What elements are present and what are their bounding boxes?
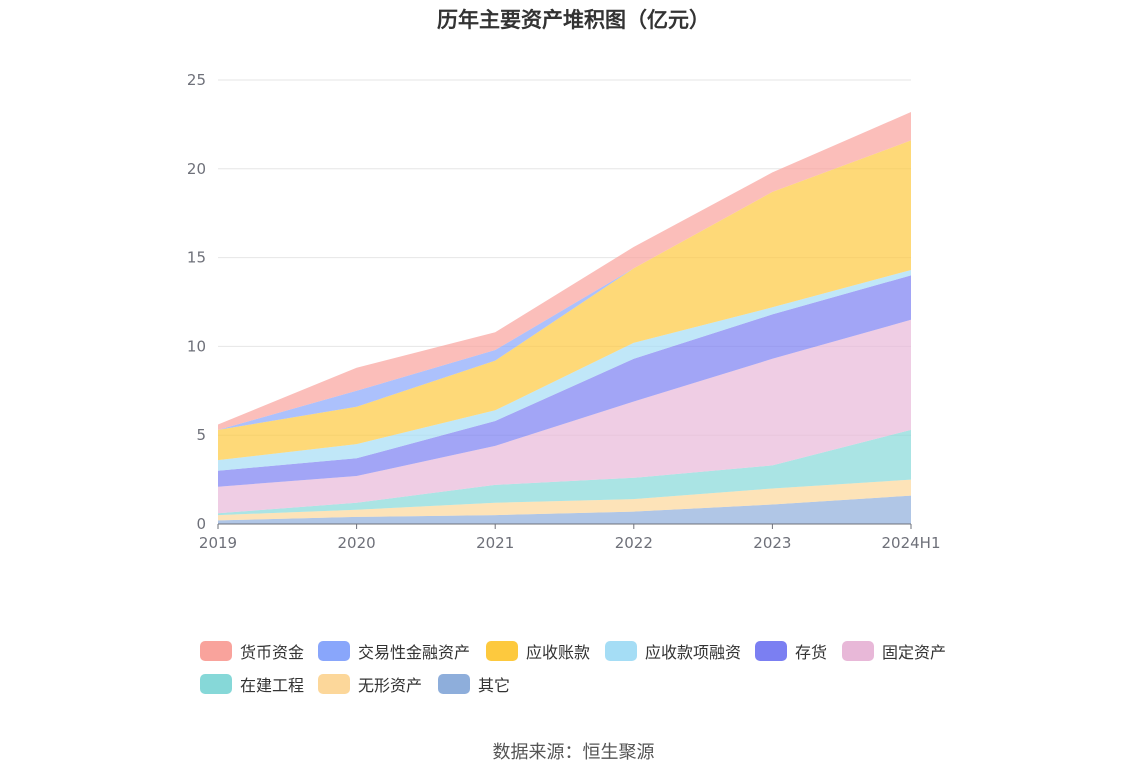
legend-item[interactable]: 存货 bbox=[755, 636, 827, 666]
y-tick-label: 5 bbox=[196, 426, 206, 444]
legend-swatch bbox=[438, 674, 470, 694]
x-tick-label: 2019 bbox=[199, 534, 237, 552]
legend-item[interactable]: 无形资产 bbox=[318, 669, 422, 699]
legend-label: 在建工程 bbox=[240, 676, 305, 695]
axis-layer: 0 5 10 15 20 25 2019 2020 2021 2022 2023 2024H1 bbox=[187, 71, 941, 552]
legend-swatch bbox=[318, 674, 350, 694]
legend-item[interactable]: 应收款项融资 bbox=[605, 636, 741, 666]
legend-label: 固定资产 bbox=[882, 643, 947, 662]
y-tick-label: 25 bbox=[187, 71, 206, 89]
x-tick-label: 2023 bbox=[753, 534, 791, 552]
legend-swatch bbox=[318, 641, 350, 661]
x-tick-label: 2021 bbox=[476, 534, 514, 552]
legend-label: 交易性金融资产 bbox=[358, 643, 471, 662]
legend-label: 应收账款 bbox=[526, 643, 591, 662]
area-layer bbox=[218, 112, 911, 524]
area-series bbox=[218, 495, 911, 524]
y-tick-label: 20 bbox=[187, 160, 206, 178]
legend-item[interactable]: 固定资产 bbox=[842, 636, 946, 666]
area-series bbox=[218, 275, 911, 487]
x-tick-label: 2020 bbox=[338, 534, 376, 552]
area-series bbox=[218, 140, 911, 461]
legend-item[interactable]: 其它 bbox=[438, 669, 510, 699]
area-series bbox=[218, 429, 911, 516]
legend-item[interactable]: 在建工程 bbox=[200, 669, 304, 699]
y-tick-label: 15 bbox=[187, 249, 206, 267]
legend-item[interactable]: 货币资金 bbox=[200, 636, 304, 666]
y-tick-label: 0 bbox=[196, 515, 206, 533]
legend-swatch bbox=[486, 641, 518, 661]
source-note: 数据来源：恒生聚源 bbox=[492, 742, 655, 763]
legend-swatch bbox=[200, 674, 232, 694]
legend-swatch bbox=[842, 641, 874, 661]
legend-label: 其它 bbox=[478, 676, 511, 695]
legend-swatch bbox=[755, 641, 787, 661]
area-series bbox=[218, 112, 911, 430]
legend-label: 无形资产 bbox=[358, 676, 423, 695]
legend-label: 存货 bbox=[795, 643, 828, 662]
area-series bbox=[218, 479, 911, 521]
x-tick-label: 2022 bbox=[615, 534, 653, 552]
chart-title: 历年主要资产堆积图（亿元） bbox=[437, 8, 710, 32]
legend-swatch bbox=[605, 641, 637, 661]
y-tick-label: 10 bbox=[187, 337, 206, 355]
area-series bbox=[218, 319, 911, 514]
legend-item[interactable]: 交易性金融资产 bbox=[318, 636, 470, 666]
area-series bbox=[218, 270, 911, 471]
legend-item[interactable]: 应收账款 bbox=[486, 636, 590, 666]
stacked-area-chart: 0 5 10 15 20 25 2019 2020 2021 2022 2023 2024H1 bbox=[187, 71, 941, 552]
legend-swatch bbox=[200, 641, 232, 661]
x-tick-label: 2024H1 bbox=[882, 534, 941, 552]
legend-label: 应收款项融资 bbox=[645, 643, 742, 662]
legend-label: 货币资金 bbox=[240, 643, 305, 662]
